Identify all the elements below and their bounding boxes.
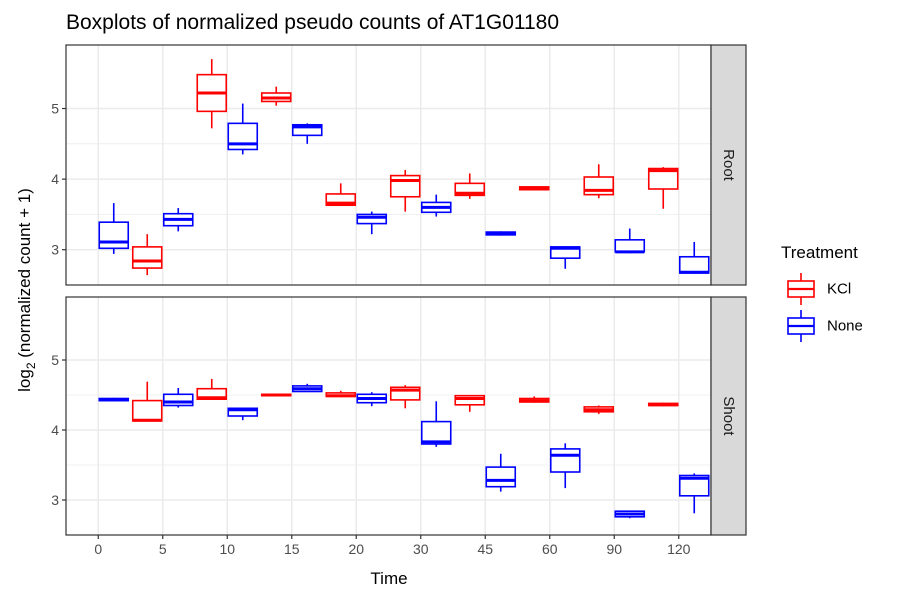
boxplot-none-30 [420,194,452,217]
y-tick-label: 4 [51,171,59,187]
panel-background [66,45,711,285]
boxplot-kcl-60 [518,186,550,191]
facet-strip-label: Root [720,149,737,182]
boxplot-kcl-10 [196,59,228,129]
boxplot-none-20 [356,392,388,407]
x-tick-label: 45 [477,541,493,557]
box-iqr [549,448,581,473]
x-tick-label: 60 [542,541,558,557]
boxplot-none-90 [614,510,646,519]
box-iqr [162,393,194,407]
box-iqr [98,221,130,250]
x-tick-label: 15 [284,541,300,557]
boxplot-none-45 [485,231,517,236]
facet-strip [710,44,747,286]
facet-panels: Root 3 4 5 Shoot 3 4 5 [51,44,747,536]
boxplot-kcl-15 [260,393,292,397]
x-tick-label: 0 [94,541,102,557]
y-axis-label-main: log [15,369,34,392]
x-tick-label: 30 [413,541,429,557]
boxplot-none-10 [227,103,259,155]
boxplot-kcl-45 [454,173,486,199]
y-tick-label: 3 [51,242,59,258]
boxplot-kcl-5 [131,381,163,422]
y-tick-label: 3 [51,492,59,508]
y-tick-label: 5 [51,101,59,117]
boxplot-kcl-30 [389,385,421,409]
y-axis-label: log2 (normalized count + 1) [15,188,38,392]
boxplot-kcl-90 [583,405,615,414]
boxplot-kcl-15 [260,86,292,106]
facet-panel-root: Root 3 4 5 [51,44,747,286]
legend-label: None [827,318,863,335]
boxplot-kcl-90 [583,164,615,199]
x-tick-label: 20 [348,541,364,557]
boxplot-none-10 [227,407,259,421]
box-iqr [678,474,710,497]
boxplot-none-5 [162,388,194,408]
y-axis-label-subscript: 2 [24,362,38,369]
boxplot-none-90 [614,228,646,254]
box-iqr [325,193,357,207]
box-iqr [356,213,388,225]
boxplot-kcl-120 [647,167,679,209]
boxplot-kcl-30 [389,169,421,212]
boxplot-kcl-10 [196,378,228,401]
y-axis-label-rest: (normalized count + 1) [15,188,34,362]
box-iqr [485,466,517,488]
legend-title: Treatment [781,243,858,262]
boxplot-none-60 [549,246,581,269]
boxplot-none-20 [356,211,388,235]
box-iqr [614,239,646,253]
boxplot-kcl-120 [647,402,679,407]
chart-title: Boxplots of normalized pseudo counts of … [66,11,559,34]
x-axis-label: Time [370,569,407,588]
x-axis: 0 5 10 15 20 30 45 60 90 120 [94,535,691,557]
boxplot-kcl-5 [131,234,163,276]
boxplot-kcl-45 [454,394,486,412]
boxplot-none-15 [291,123,323,144]
panel-background [66,297,711,535]
x-tick-label: 120 [667,541,691,557]
y-tick-label: 5 [51,352,59,368]
boxplot-kcl-20 [325,390,357,398]
box-iqr [647,167,679,190]
facet-strip [710,296,747,536]
box-iqr [454,394,486,406]
boxplot-kcl-20 [325,183,357,207]
boxplot-none-0 [98,203,130,254]
x-tick-label: 5 [159,541,167,557]
facet-strip-label: Shoot [720,396,737,436]
box-iqr [291,123,323,137]
boxplot-none-15 [291,383,323,393]
boxplot-none-60 [549,443,581,489]
box-iqr [227,122,259,151]
legend-key-none: None [787,310,863,342]
legend-key-kcl: KCl [787,273,851,305]
boxplot-none-120 [678,473,710,514]
boxplot-none-120 [678,241,710,274]
box-iqr [389,174,421,198]
boxplot-none-5 [162,208,194,232]
box-iqr [583,176,615,196]
box-iqr [678,255,710,274]
boxplot-none-45 [485,453,517,492]
legend: Treatment KCl None [781,243,863,342]
box-iqr [420,420,452,445]
facet-panel-shoot: Shoot 3 4 5 [51,296,747,536]
boxplot-kcl-60 [518,396,550,403]
boxplot-none-30 [420,401,452,447]
x-tick-label: 90 [606,541,622,557]
box-iqr [131,246,163,269]
legend-label: KCl [827,281,851,298]
y-tick-label: 4 [51,422,59,438]
boxplot-none-0 [98,397,130,402]
box-iqr [131,399,163,422]
x-tick-label: 10 [219,541,235,557]
